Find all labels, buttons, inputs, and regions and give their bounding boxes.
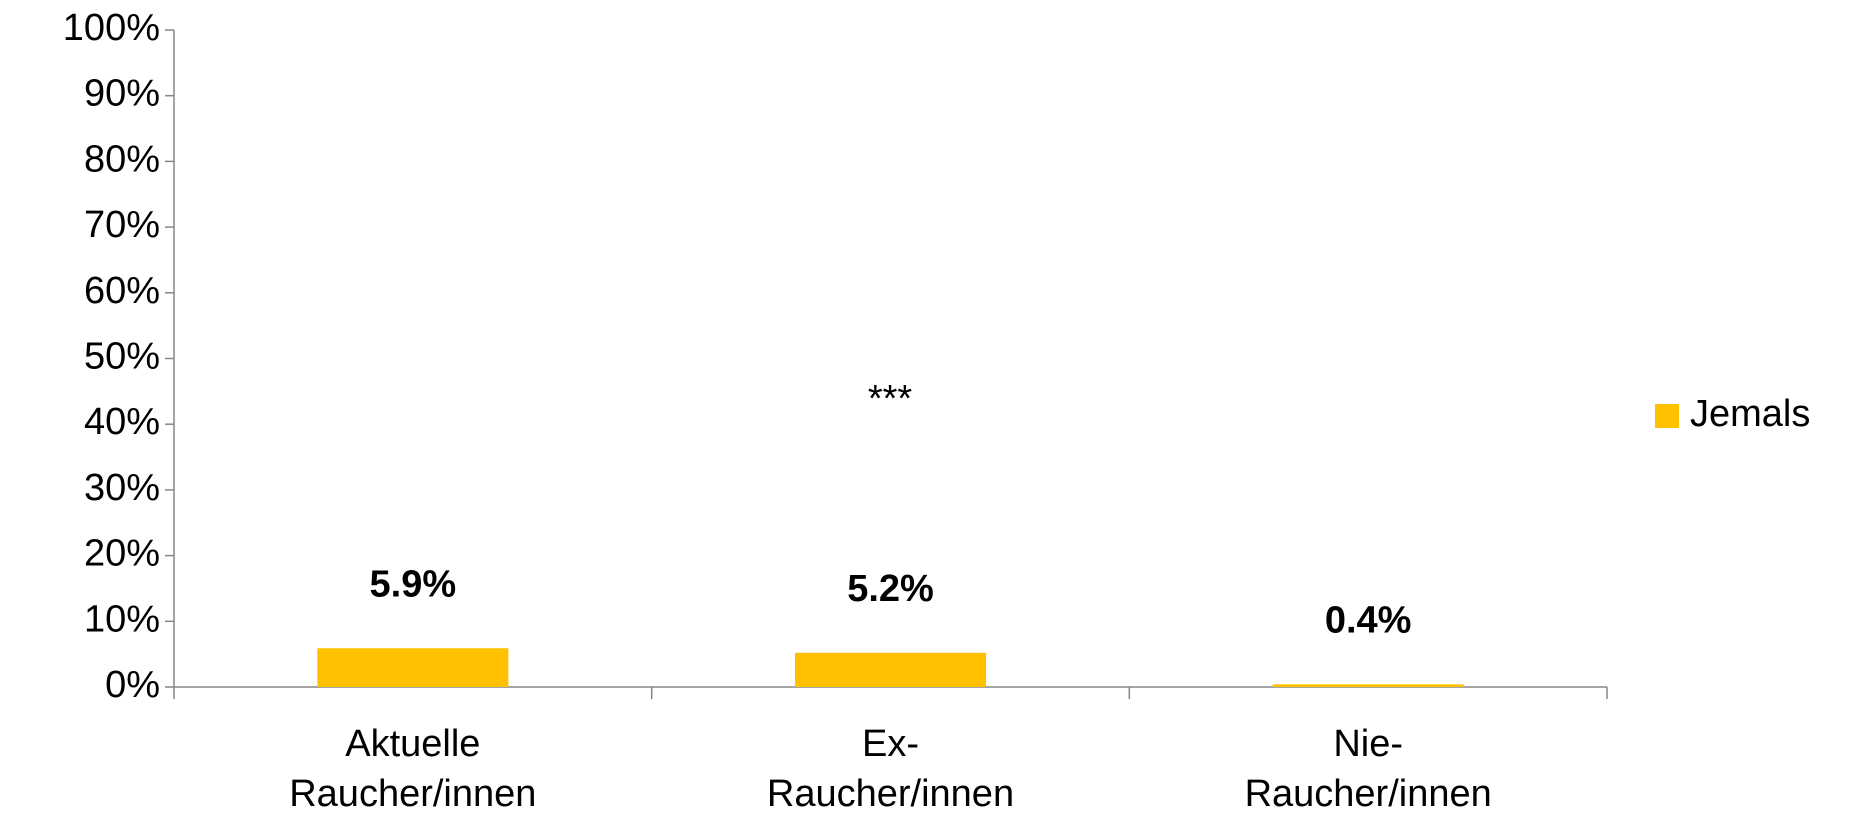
- bar: [317, 648, 509, 687]
- y-tick-label: 10%: [84, 598, 160, 640]
- data-label: 5.9%: [370, 563, 457, 605]
- y-tick-label: 100%: [63, 7, 160, 49]
- legend-label: Jemals: [1690, 393, 1810, 435]
- legend-swatch: [1655, 404, 1679, 428]
- y-tick-label: 80%: [84, 138, 160, 180]
- annotation: ***: [868, 378, 913, 420]
- y-tick-label: 30%: [84, 467, 160, 509]
- y-tick-label: 40%: [84, 401, 160, 443]
- y-tick-label: 0%: [105, 664, 160, 706]
- y-tick-label: 20%: [84, 533, 160, 575]
- x-tick-label: Nie- Raucher/innen: [1244, 723, 1492, 815]
- y-tick-label: 90%: [84, 73, 160, 115]
- data-label: 0.4%: [1325, 599, 1412, 641]
- x-tick-label: Aktuelle Raucher/innen: [289, 723, 537, 815]
- data-label: 5.2%: [847, 568, 934, 610]
- y-tick-label: 70%: [84, 204, 160, 246]
- y-tick-label: 50%: [84, 336, 160, 378]
- bar: [1272, 684, 1464, 687]
- bar: [794, 652, 987, 687]
- x-tick-label: Ex- Raucher/innen: [766, 723, 1015, 815]
- y-tick-label: 60%: [84, 270, 160, 312]
